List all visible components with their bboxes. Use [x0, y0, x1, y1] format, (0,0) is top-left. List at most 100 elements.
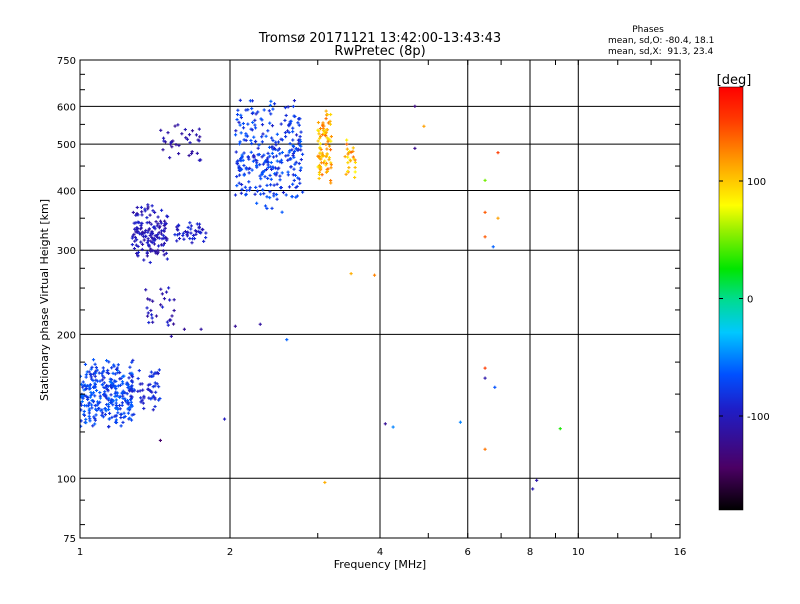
data-point: [189, 231, 193, 235]
data-point: [149, 239, 153, 243]
data-point: [235, 184, 239, 188]
data-point: [293, 162, 297, 166]
data-point: [93, 362, 97, 366]
data-point: [118, 370, 122, 375]
data-point: [199, 327, 203, 331]
data-point: [296, 148, 300, 153]
data-point: [391, 425, 395, 429]
data-point: [135, 238, 139, 242]
data-point: [148, 374, 152, 378]
data-point: [96, 407, 101, 411]
data-point: [258, 163, 262, 167]
data-point: [317, 176, 321, 181]
data-point: [233, 324, 237, 328]
colorbar-tick-label: 0: [747, 295, 753, 306]
data-point: [84, 375, 88, 379]
data-point: [241, 126, 246, 130]
data-point: [133, 235, 138, 239]
data-point: [318, 136, 322, 140]
data-point: [156, 371, 160, 376]
data-point: [165, 237, 169, 241]
data-point: [241, 121, 246, 126]
data-point: [294, 160, 298, 164]
data-point: [324, 128, 328, 132]
data-point: [134, 213, 138, 217]
data-point: [283, 135, 288, 139]
data-point: [172, 298, 176, 302]
data-point: [112, 383, 116, 387]
data-point: [238, 123, 242, 127]
data-point: [278, 152, 282, 156]
data-point: [293, 173, 298, 178]
data-point: [275, 132, 279, 136]
data-point: [286, 173, 290, 177]
data-point: [118, 394, 122, 398]
data-point: [125, 392, 129, 396]
data-point: [80, 424, 83, 428]
data-point: [119, 415, 123, 420]
data-point: [154, 390, 158, 394]
data-point: [84, 394, 88, 398]
data-point: [147, 320, 151, 325]
data-point: [156, 215, 160, 219]
data-point: [151, 209, 155, 213]
data-point: [158, 438, 163, 443]
data-point: [176, 223, 181, 227]
data-point: [240, 153, 244, 157]
data-point: [246, 122, 250, 126]
data-point: [181, 231, 185, 235]
data-point: [149, 308, 153, 313]
data-point: [265, 206, 269, 211]
data-point: [320, 153, 325, 157]
data-point: [86, 384, 90, 388]
data-point: [143, 207, 147, 211]
data-point: [251, 120, 255, 125]
data-point: [146, 383, 150, 387]
data-point: [329, 166, 333, 170]
data-point: [271, 138, 275, 143]
data-point: [151, 385, 155, 389]
data-point: [190, 150, 194, 154]
data-point: [142, 258, 146, 262]
data-point: [250, 111, 254, 116]
data-point: [345, 147, 349, 151]
data-point: [108, 379, 112, 384]
data-point: [261, 188, 265, 192]
data-point: [413, 146, 417, 150]
data-point: [270, 206, 274, 210]
data-point: [234, 150, 238, 154]
data-point: [140, 213, 144, 217]
data-point: [115, 394, 119, 398]
data-point: [155, 382, 159, 386]
data-point: [256, 146, 260, 150]
data-point: [131, 358, 135, 362]
data-point: [353, 175, 357, 180]
data-point: [291, 173, 295, 177]
data-point: [329, 139, 333, 143]
data-point: [268, 173, 272, 178]
data-point: [242, 151, 246, 155]
data-point: [294, 185, 298, 190]
data-point: [135, 230, 139, 234]
data-point: [253, 118, 257, 122]
data-point: [279, 158, 284, 162]
data-point: [191, 233, 196, 238]
data-point: [81, 380, 85, 384]
data-point: [127, 385, 131, 389]
data-point: [145, 216, 149, 220]
data-point: [139, 224, 143, 228]
data-point: [194, 229, 199, 234]
data-point: [87, 414, 91, 418]
y-tick-label: 750: [57, 56, 76, 67]
data-point: [190, 241, 194, 245]
data-point: [202, 239, 206, 243]
data-point: [204, 235, 208, 240]
data-point: [119, 412, 123, 417]
data-point: [159, 243, 164, 247]
y-tick-label: 600: [57, 102, 76, 113]
data-point: [346, 161, 350, 165]
data-point: [130, 242, 134, 247]
data-point: [319, 157, 323, 161]
data-point: [170, 145, 174, 149]
data-point: [278, 178, 282, 182]
